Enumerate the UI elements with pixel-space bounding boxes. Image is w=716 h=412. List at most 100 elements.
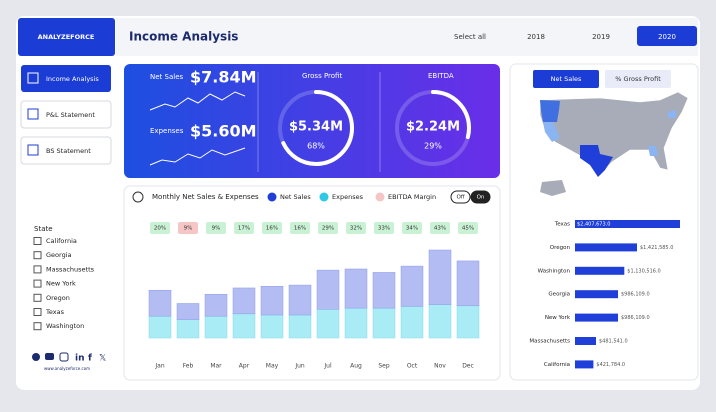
margin-label: 34%: [406, 226, 418, 232]
svg-text:𝕏: 𝕏: [99, 354, 106, 364]
state-option[interactable]: New York: [46, 280, 76, 288]
map-state: [648, 146, 658, 156]
bar-expenses: [372, 307, 396, 339]
bar: [575, 337, 597, 345]
y-tick-label: Georgia: [548, 292, 570, 298]
filter-button[interactable]: 2020: [658, 33, 676, 41]
toggle[interactable]: [470, 190, 491, 204]
bar-expenses: [344, 307, 368, 339]
value-label: $1,130,516.0: [627, 268, 660, 274]
legend-label: Expenses: [332, 193, 364, 201]
margin-label: 16%: [294, 226, 306, 232]
state-option[interactable]: Oregon: [46, 294, 70, 302]
nav-item[interactable]: [21, 65, 111, 92]
filter-button[interactable]: 2018: [527, 33, 545, 41]
kpi-label: Net Sales: [150, 73, 183, 81]
nav-label[interactable]: BS Statement: [46, 147, 91, 155]
bar: [575, 220, 680, 228]
bar-net-sales: [260, 285, 284, 316]
toggle-label[interactable]: Off: [456, 195, 464, 201]
margin-badge: [318, 222, 338, 234]
bar-net-sales: [288, 284, 312, 316]
page-title: Income Analysis: [129, 30, 238, 44]
toggle-label[interactable]: On: [477, 195, 485, 201]
map-toggle-label[interactable]: Net Sales: [551, 75, 582, 83]
bar-net-sales: [456, 260, 480, 307]
bar-net-sales: [372, 272, 396, 309]
nav-label[interactable]: P&L Statement: [46, 111, 95, 119]
y-tick-label: California: [544, 362, 570, 368]
value-label: $1,421,585.0: [640, 245, 673, 251]
margin-label: 9%: [212, 226, 221, 232]
toggle[interactable]: [450, 190, 471, 204]
social-icons: in f 𝕏: [32, 352, 106, 364]
bar-expenses: [232, 313, 256, 339]
bar: [575, 290, 619, 299]
nav-label[interactable]: Income Analysis: [46, 75, 99, 83]
nav-item[interactable]: [20, 136, 112, 165]
bar-expenses: [316, 308, 340, 339]
margin-badge: [290, 222, 310, 234]
chart-icon: [132, 191, 144, 203]
svg-text:f: f: [88, 354, 92, 364]
x-tick-label: Apr: [239, 363, 250, 370]
ring-arc: [278, 90, 354, 166]
bar: [575, 266, 625, 275]
filter-button[interactable]: Select all: [454, 33, 486, 41]
kpi-margin: 29%: [424, 142, 442, 151]
x-tick-label: Oct: [407, 363, 418, 370]
map-state: [541, 110, 559, 122]
legend-marker: [267, 192, 277, 202]
checkbox[interactable]: [33, 265, 42, 274]
margin-label: 9%: [184, 226, 193, 232]
y-tick-label: Washington: [538, 268, 571, 274]
state-option[interactable]: California: [46, 237, 77, 245]
checkbox[interactable]: [33, 279, 42, 288]
map-state: [543, 122, 560, 142]
bar: [575, 243, 637, 252]
margin-badge: [374, 222, 394, 234]
y-tick-label: New York: [545, 315, 571, 321]
state-option[interactable]: Washington: [46, 322, 84, 330]
margin-badge: [178, 222, 198, 234]
checkbox[interactable]: [33, 237, 42, 245]
kpi-label: EBITDA: [428, 72, 454, 80]
state-option[interactable]: Massachusetts: [46, 265, 95, 273]
nav-icon: [27, 144, 39, 156]
checkbox[interactable]: [33, 251, 42, 260]
kpi-value: $2.24M: [406, 120, 460, 135]
margin-badge: [402, 222, 422, 234]
map-toggle-label[interactable]: % Gross Profit: [615, 75, 661, 83]
nav-item[interactable]: [20, 100, 112, 129]
value-label: $986,109.0: [621, 292, 650, 298]
margin-badge: [234, 222, 254, 234]
margin-badge: [150, 222, 170, 234]
checkbox[interactable]: [33, 322, 42, 331]
checkbox[interactable]: [33, 308, 42, 316]
bar-expenses: [400, 306, 424, 339]
bar-net-sales: [344, 268, 368, 309]
state-option[interactable]: Georgia: [46, 251, 72, 259]
filter-button-bg[interactable]: [637, 26, 697, 46]
margin-badge: [206, 222, 226, 234]
x-tick-label: May: [266, 363, 279, 370]
map-toggle[interactable]: [533, 70, 599, 88]
x-tick-label: Feb: [183, 363, 194, 370]
value-label: $421,784.0: [596, 362, 625, 368]
state-option[interactable]: Texas: [45, 308, 65, 316]
bar-expenses: [428, 304, 452, 339]
bar-expenses: [288, 314, 312, 339]
margin-badge: [458, 222, 478, 234]
margin-badge: [262, 222, 282, 234]
legend-label: EBITDA Margin: [388, 193, 436, 201]
kpi-label: Gross Profit: [302, 72, 342, 80]
margin-label: 29%: [322, 226, 334, 232]
map-state: [540, 100, 560, 110]
legend-marker: [375, 192, 385, 202]
x-tick-label: Jan: [154, 363, 164, 370]
checkbox[interactable]: [33, 293, 42, 302]
filter-button[interactable]: 2019: [592, 33, 610, 41]
margin-label: 43%: [434, 226, 446, 232]
bar-net-sales: [232, 287, 256, 315]
map-toggle[interactable]: [605, 70, 671, 88]
